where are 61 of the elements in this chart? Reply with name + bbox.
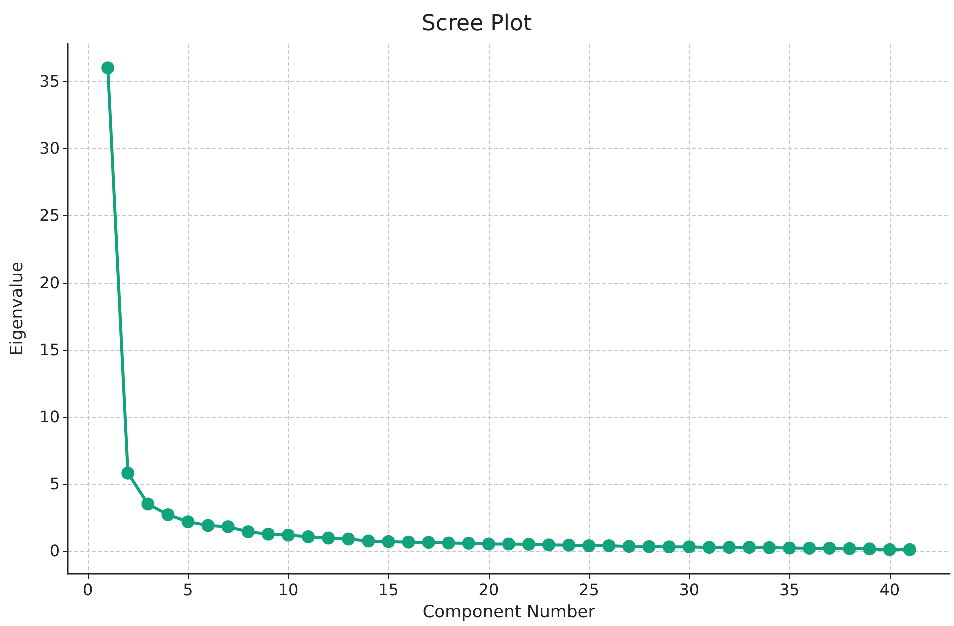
point — [763, 541, 776, 554]
x-tick-label: 35 — [779, 580, 800, 600]
point — [262, 528, 275, 541]
chart-title: Scree Plot — [422, 12, 532, 36]
point — [442, 536, 456, 550]
point — [682, 540, 696, 554]
x-tick-label: 0 — [82, 580, 94, 600]
point — [823, 542, 836, 556]
x-tick-label: 15 — [378, 580, 399, 600]
point — [462, 537, 476, 550]
point — [242, 526, 255, 538]
point — [302, 530, 316, 544]
y-tick-label: 5 — [50, 474, 60, 494]
x-tick-label: 25 — [579, 580, 600, 600]
point — [602, 539, 616, 552]
point — [322, 532, 336, 545]
point — [843, 542, 856, 556]
point — [202, 519, 215, 532]
x-tick-label: 40 — [880, 580, 900, 600]
point — [863, 542, 876, 556]
y-tick-label: 0 — [50, 542, 60, 561]
point — [422, 536, 436, 550]
y-tick-label: 10 — [40, 408, 60, 427]
point — [562, 538, 576, 552]
point — [402, 536, 416, 549]
point — [783, 542, 796, 555]
point — [542, 538, 556, 552]
point — [142, 498, 155, 511]
point — [662, 540, 676, 554]
point — [222, 520, 235, 534]
point — [702, 541, 716, 554]
point — [382, 535, 396, 548]
x-tick-label: 5 — [183, 580, 194, 600]
point — [723, 541, 736, 554]
point — [582, 539, 596, 552]
x-axis-title: Component Number — [422, 602, 596, 622]
point — [182, 516, 195, 529]
point — [803, 542, 816, 556]
point — [122, 466, 135, 480]
x-tick-label: 10 — [278, 580, 299, 600]
y-tick-label: 20 — [40, 273, 60, 292]
y-tick-label: 30 — [40, 139, 60, 158]
point — [743, 541, 756, 554]
point — [522, 538, 536, 551]
point — [502, 538, 516, 551]
x-tick-label: 20 — [478, 580, 500, 600]
point — [162, 508, 175, 522]
y-tick-label: 35 — [40, 72, 60, 92]
point — [362, 534, 376, 548]
y-tick-label: 15 — [40, 340, 60, 360]
y-axis-title: Eigenvalue — [8, 262, 28, 356]
point — [102, 62, 115, 75]
point — [282, 528, 295, 542]
x-tick-label: 30 — [679, 580, 700, 600]
point — [482, 538, 496, 551]
point — [903, 543, 916, 556]
point — [642, 540, 656, 554]
point — [622, 540, 636, 554]
point — [883, 543, 896, 556]
point — [342, 532, 356, 546]
y-tick-label: 25 — [40, 206, 60, 226]
